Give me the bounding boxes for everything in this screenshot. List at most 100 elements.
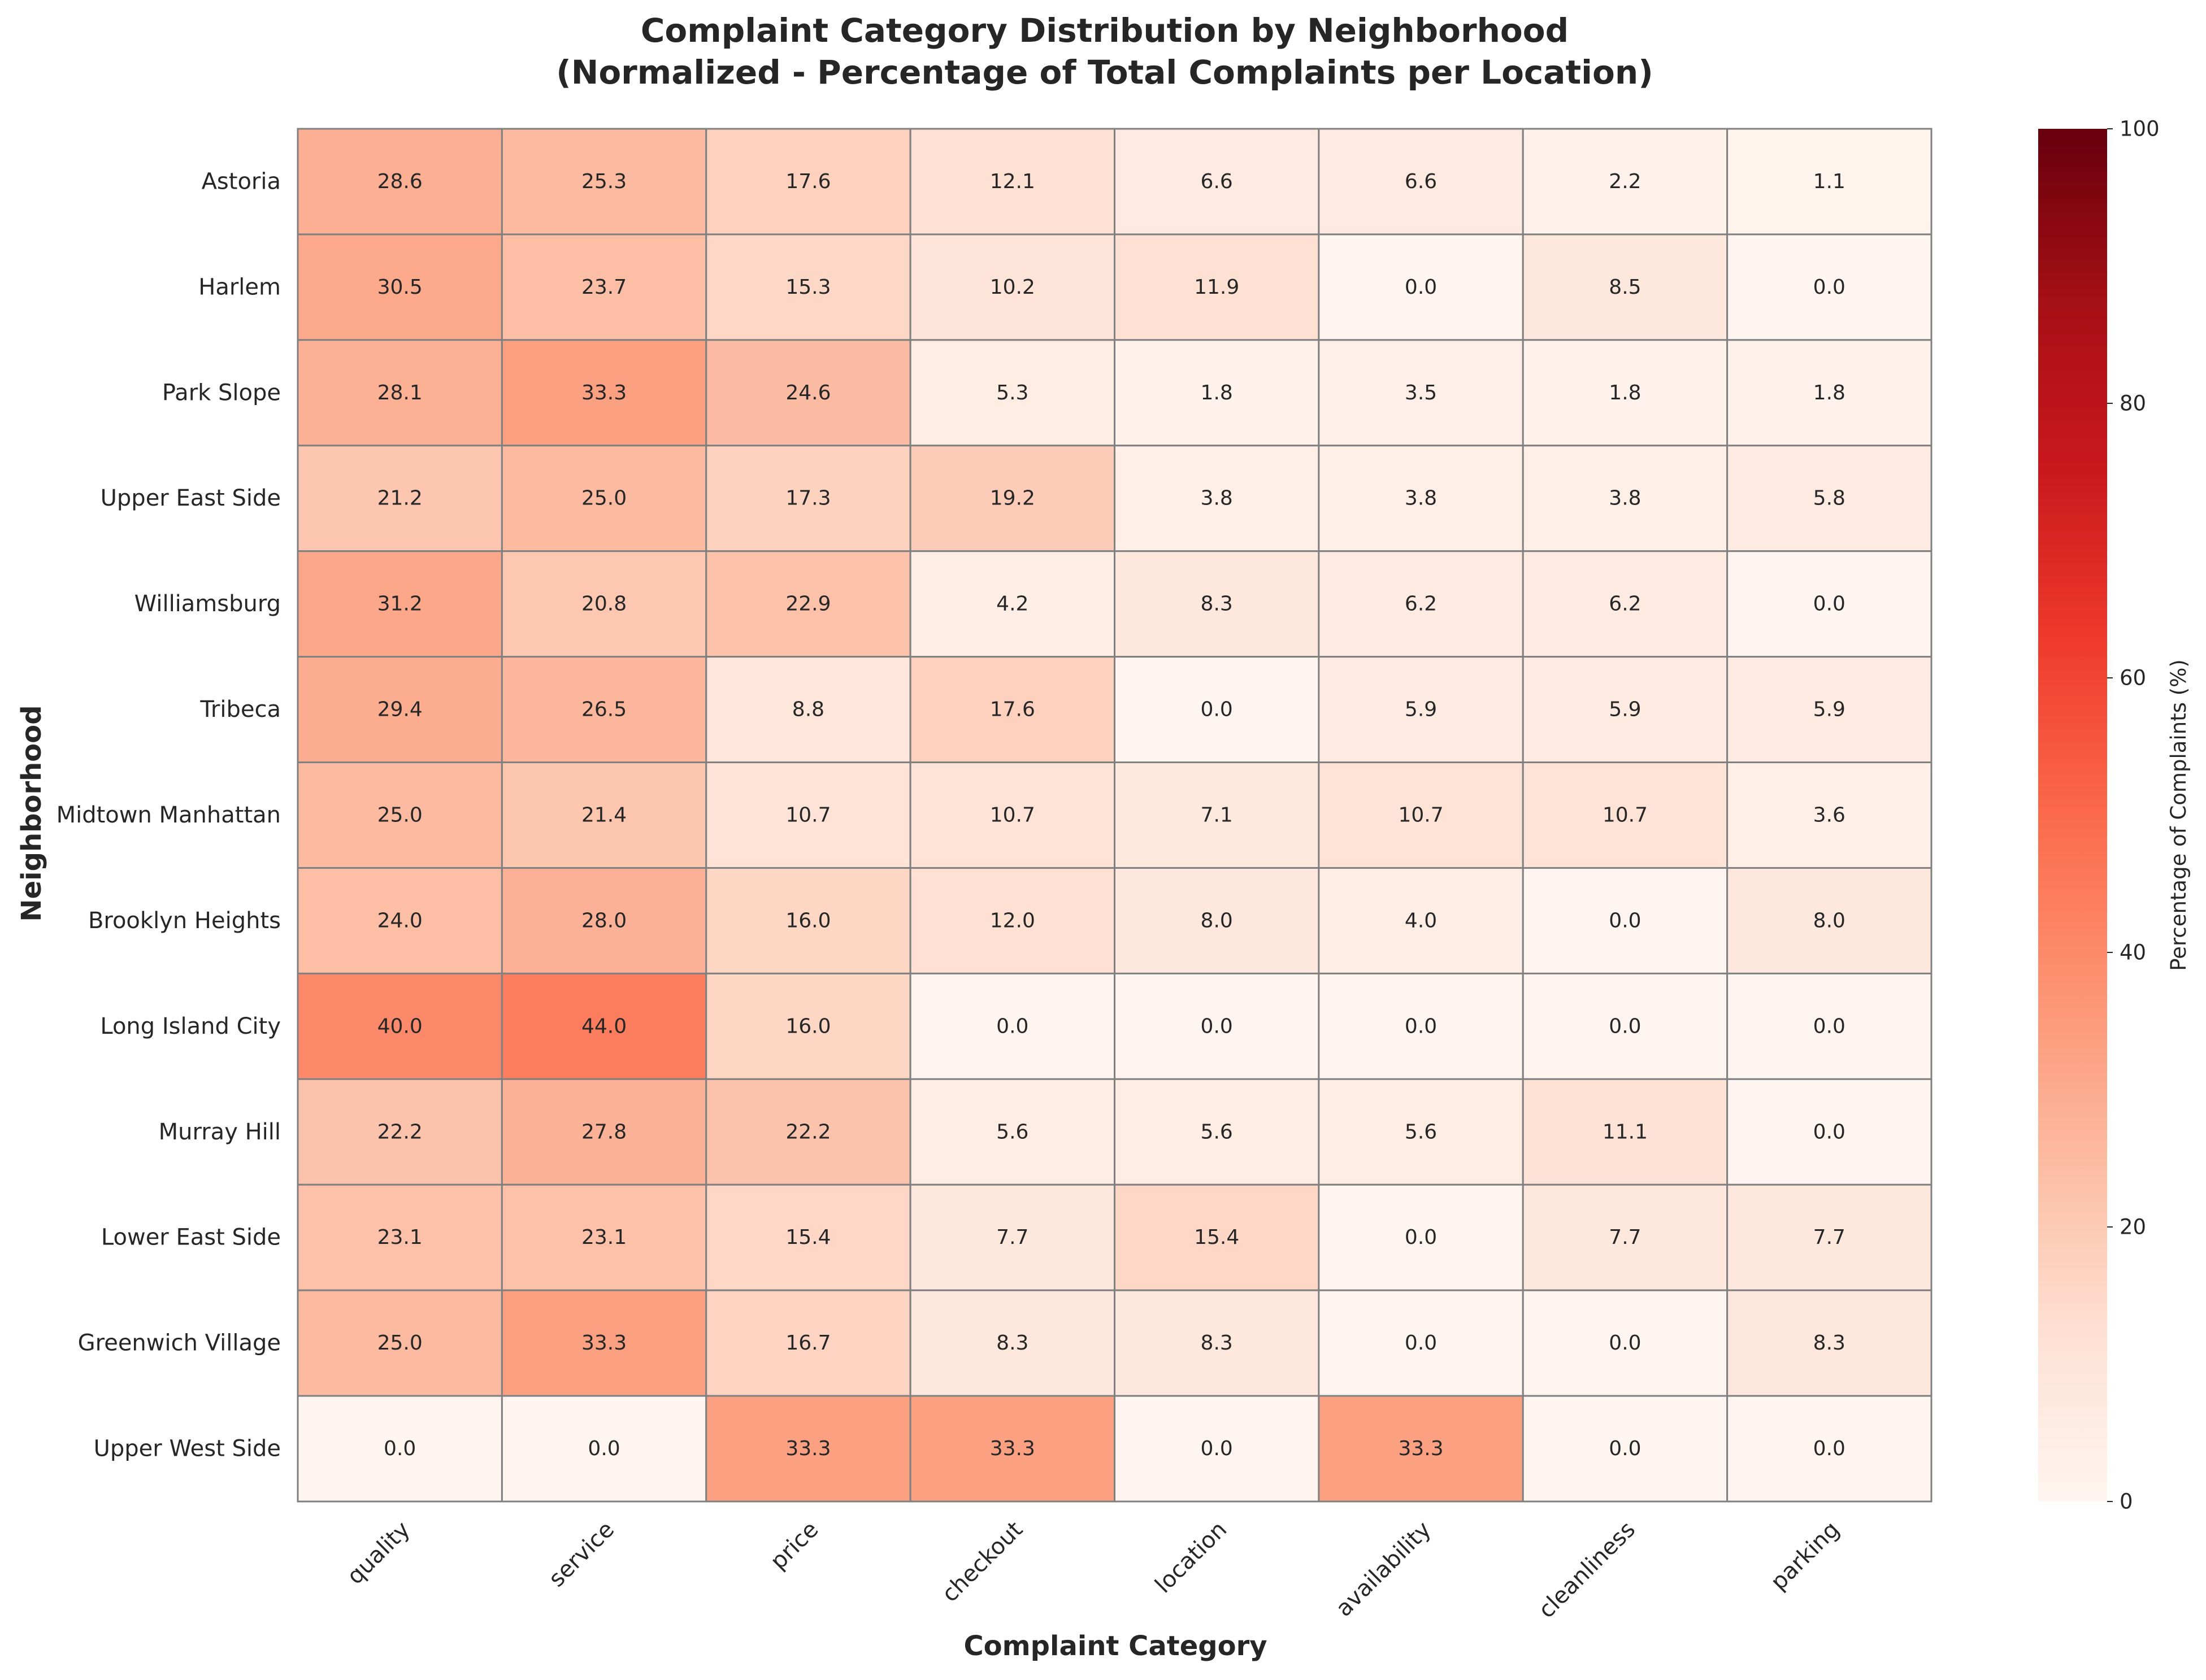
cell-value-label: 16.0 (785, 1015, 831, 1038)
chart-title: Complaint Category Distribution by Neigh… (641, 11, 1569, 50)
cell-value-label: 22.2 (377, 1120, 423, 1143)
heatmap-cell (1114, 128, 1320, 236)
cell-value-label: 26.5 (581, 698, 627, 721)
cell-value-label: 15.4 (785, 1226, 831, 1249)
heatmap-cell (1318, 1289, 1524, 1397)
colorbar-tick-label: 60 (2120, 666, 2146, 690)
y-tick-label: Murray Hill (159, 1119, 281, 1145)
heatmap-cell (705, 550, 911, 658)
cell-value-label: 1.8 (1201, 381, 1233, 404)
heatmap-cell (909, 1078, 1115, 1186)
heatmap-cell (1522, 761, 1729, 869)
cell-value-label: 17.6 (990, 698, 1035, 721)
heatmap-cell (1114, 550, 1320, 658)
heatmap-cell (1318, 656, 1524, 764)
colorbar-gradient (2038, 129, 2107, 1501)
heatmap-cell (1726, 656, 1933, 764)
cell-value-label: 10.2 (990, 276, 1035, 299)
cell-value-label: 33.3 (581, 381, 627, 404)
cell-value-label: 17.3 (785, 487, 831, 510)
y-tick-label: Greenwich Village (78, 1330, 281, 1356)
cell-value-label: 22.9 (785, 593, 831, 616)
y-tick-label: Williamsburg (134, 591, 281, 617)
y-tick-label: Midtown Manhattan (57, 802, 281, 828)
x-tick-label: service (544, 1517, 619, 1592)
heatmap-cells (297, 128, 1933, 1503)
heatmap-cell (1114, 1183, 1320, 1291)
cell-value-label: 3.8 (1609, 487, 1641, 510)
colorbar-tick-label: 100 (2120, 117, 2160, 141)
heatmap-cell (909, 972, 1115, 1080)
cell-value-label: 0.0 (1405, 276, 1437, 299)
cell-value-label: 6.6 (1201, 170, 1233, 193)
heatmap-cell (1114, 656, 1320, 764)
x-tick-labels: quality service price checkout location avail… (342, 1517, 1844, 1624)
cell-value-label: 10.7 (1603, 804, 1648, 827)
cell-value-label: 27.8 (581, 1120, 627, 1143)
heatmap-cell (1318, 761, 1524, 869)
heatmap-cell (1522, 339, 1729, 447)
cell-value-label: 0.0 (1813, 593, 1845, 616)
heatmap-cell (1114, 339, 1320, 447)
heatmap-cell (297, 1078, 503, 1186)
cell-value-label: 24.0 (377, 909, 423, 932)
cell-value-label: 20.8 (581, 593, 627, 616)
cell-value-label: 8.3 (1201, 1331, 1233, 1355)
cell-value-label: 23.1 (377, 1226, 423, 1249)
heatmap-cell (705, 128, 911, 236)
cell-value-label: 23.1 (581, 1226, 627, 1249)
heatmap-cell (297, 1395, 503, 1503)
heatmap-cell (501, 656, 707, 764)
colorbar-tick-label: 80 (2120, 391, 2146, 416)
heatmap-cell (1522, 1395, 1729, 1503)
cell-value-label: 7.7 (996, 1226, 1028, 1249)
x-tick-label: price (766, 1517, 824, 1575)
heatmap-cell (705, 1395, 911, 1503)
heatmap-cell (1522, 1289, 1729, 1397)
heatmap-cell (297, 339, 503, 447)
x-tick-label: parking (1766, 1517, 1845, 1596)
heatmap-cell (909, 339, 1115, 447)
cell-value-label: 7.7 (1609, 1226, 1641, 1249)
chart-subtitle: (Normalized - Percentage of Total Compla… (556, 53, 1653, 92)
heatmap-cell (1726, 1289, 1933, 1397)
cell-value-label: 12.1 (990, 170, 1035, 193)
x-axis-label: Complaint Category (963, 1630, 1267, 1662)
heatmap-cell (1318, 972, 1524, 1080)
x-tick-label: quality (342, 1517, 415, 1590)
cell-value-label: 8.0 (1201, 909, 1233, 932)
y-tick-label: Upper East Side (101, 485, 281, 511)
cell-value-label: 10.7 (785, 804, 831, 827)
y-axis-label: Neighborhood (16, 705, 47, 921)
heatmap-cell (705, 1183, 911, 1291)
cell-value-label: 44.0 (581, 1015, 627, 1038)
y-tick-label: Tribeca (199, 697, 281, 723)
cell-value-label: 25.0 (581, 487, 627, 510)
heatmap-cell (1318, 550, 1524, 658)
cell-value-label: 0.0 (1609, 1331, 1641, 1355)
cell-value-label: 0.0 (996, 1015, 1028, 1038)
heatmap-cell (297, 761, 503, 869)
cell-value-label: 3.8 (1405, 487, 1437, 510)
cell-value-label: 33.3 (581, 1331, 627, 1355)
heatmap-cell (1114, 761, 1320, 869)
cell-value-label: 22.2 (785, 1120, 831, 1143)
heatmap-cell (1318, 233, 1524, 341)
cell-value-label: 5.9 (1405, 698, 1437, 721)
heatmap-cell (501, 339, 707, 447)
heatmap-cell (297, 867, 503, 974)
cell-value-label: 0.0 (1609, 1015, 1641, 1038)
cell-value-label: 24.6 (785, 381, 831, 404)
x-tick-label: location (1150, 1517, 1232, 1599)
heatmap-cell (501, 972, 707, 1080)
cell-value-label: 1.8 (1609, 381, 1641, 404)
cell-value-label: 3.6 (1813, 804, 1845, 827)
cell-value-label: 33.3 (785, 1437, 831, 1460)
cell-value-label: 10.7 (1398, 804, 1443, 827)
cell-value-label: 21.2 (377, 487, 423, 510)
cell-value-label: 29.4 (377, 698, 423, 721)
cell-value-label: 21.4 (581, 804, 627, 827)
y-tick-labels: Astoria Harlem Park Slope Upper East Side Wi… (57, 168, 281, 1461)
heatmap-cell (1522, 445, 1729, 552)
